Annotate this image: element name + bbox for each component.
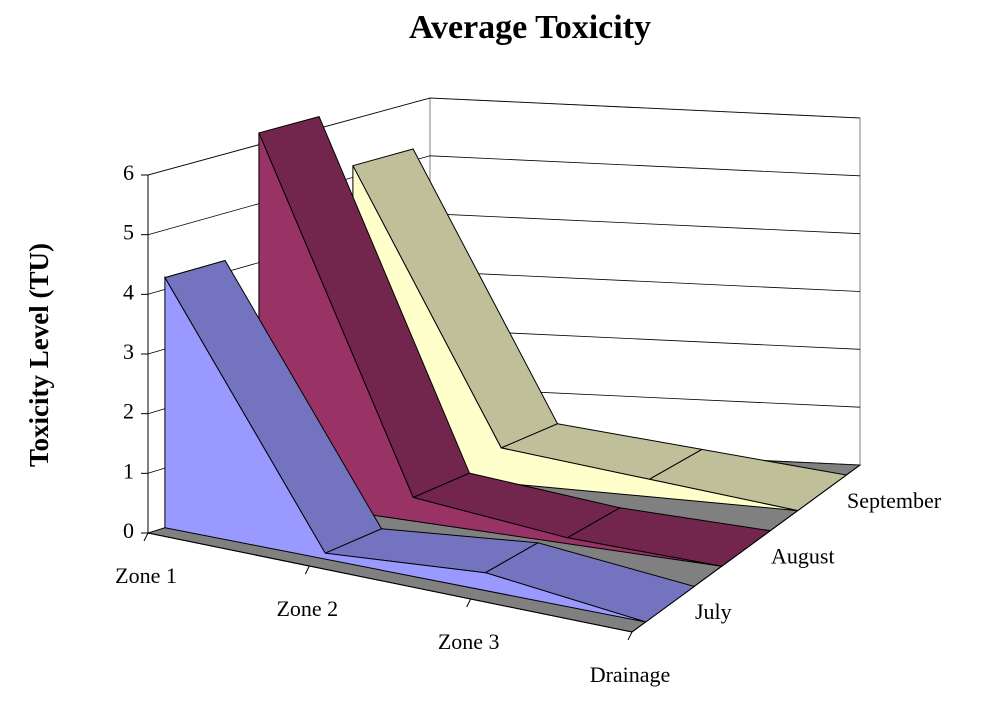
area-front — [164, 275, 646, 623]
y-tick-label: 3 — [123, 339, 134, 364]
y-tick-label: 6 — [123, 160, 134, 185]
x-tick — [304, 565, 310, 575]
x-tick — [143, 532, 149, 542]
area-front — [258, 132, 722, 567]
x-tick — [466, 598, 472, 608]
grid-line — [147, 155, 861, 236]
y-axis-title: Toxicity Level (TU) — [24, 243, 54, 467]
y-tick-label: 5 — [123, 220, 134, 245]
grid-line — [147, 97, 861, 176]
x-tick — [627, 631, 633, 641]
x-tick-label: Zone 1 — [115, 563, 177, 588]
y-tick-label: 1 — [123, 458, 134, 483]
y-tick-label: 0 — [123, 518, 134, 543]
x-tick-label: Zone 2 — [276, 596, 338, 621]
x-axis — [147, 532, 633, 633]
series-label: July — [695, 599, 732, 624]
series-label: September — [847, 488, 942, 513]
y-tick-label: 2 — [123, 399, 134, 424]
x-tick-label: Zone 3 — [438, 629, 500, 654]
y-tick-label: 4 — [123, 279, 134, 304]
chart-title: Average Toxicity — [409, 9, 651, 46]
series-label: August — [771, 544, 835, 569]
x-tick-label: Drainage — [590, 662, 671, 687]
